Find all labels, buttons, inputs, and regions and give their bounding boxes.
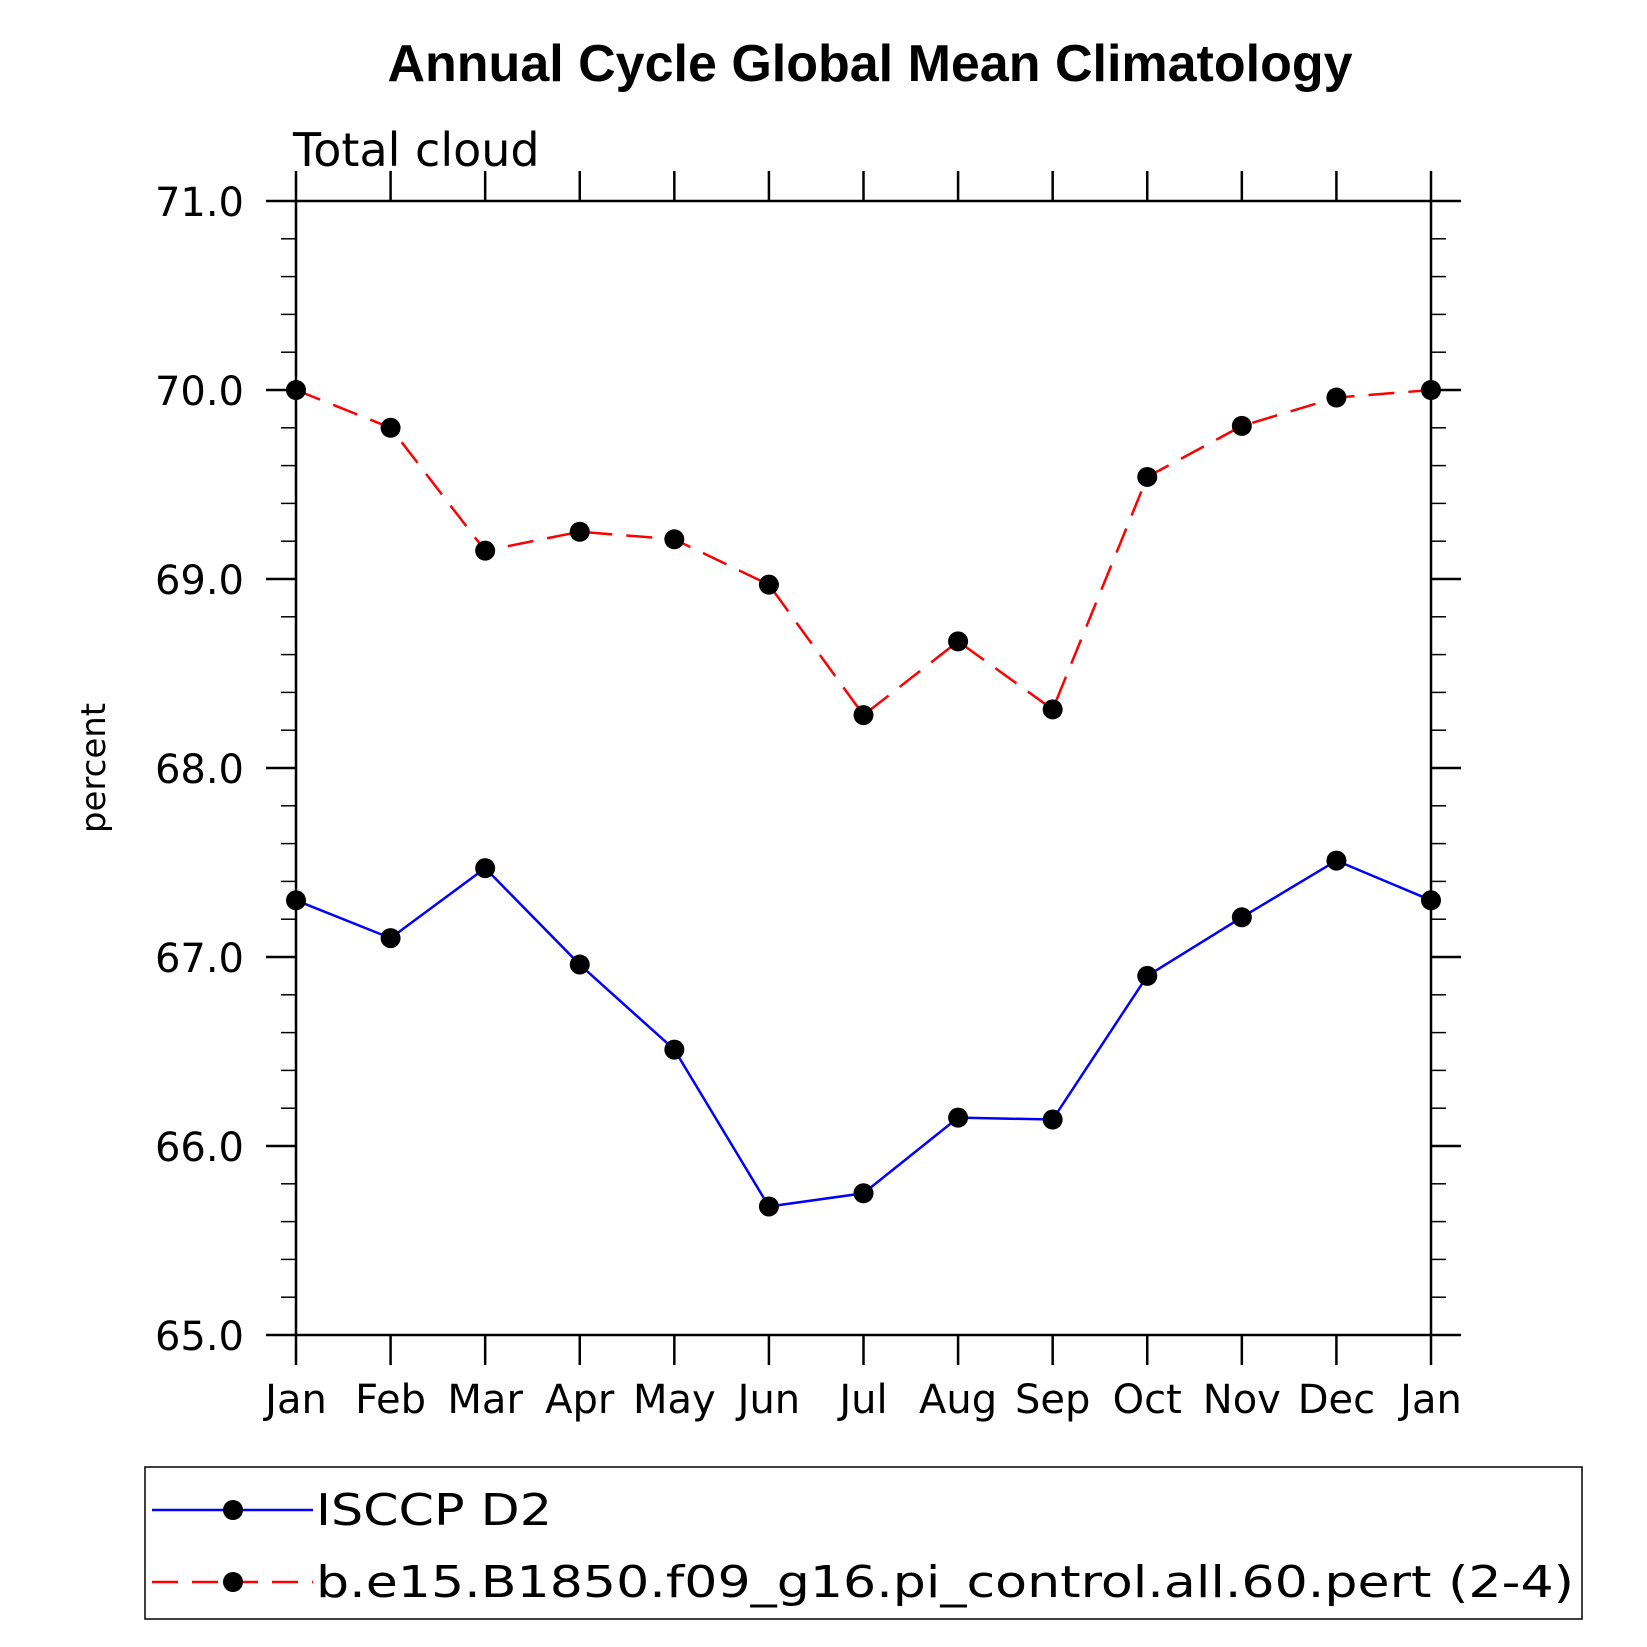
data-point — [664, 1039, 685, 1060]
data-point — [1137, 466, 1158, 487]
x-tick-label: May — [633, 1377, 716, 1423]
data-point — [948, 631, 969, 652]
x-tick-label: Aug — [919, 1377, 997, 1423]
data-point — [1042, 1109, 1063, 1130]
data-point — [1326, 850, 1347, 871]
x-tick-label: Feb — [355, 1377, 426, 1423]
x-tick-label: Mar — [447, 1377, 523, 1423]
y-tick-label: 66.0 — [155, 1125, 244, 1171]
series-line — [295, 859, 1432, 1208]
legend-label: ISCCP D2 — [316, 1485, 552, 1536]
chart-subtitle: Total cloud — [292, 123, 540, 177]
y-tick-label: 68.0 — [155, 747, 244, 793]
data-point — [380, 928, 401, 949]
plot-series — [286, 380, 1441, 1217]
y-tick-label: 67.0 — [155, 936, 244, 982]
x-tick-label: Apr — [545, 1377, 615, 1423]
x-tick-label: Jan — [1397, 1377, 1462, 1423]
data-point — [1042, 699, 1063, 720]
legend-label: b.e15.B1850.f09_g16.pi_control.all.60.pe… — [316, 1557, 1574, 1608]
x-tick-label: Jan — [262, 1377, 327, 1423]
x-tick-label: Oct — [1113, 1377, 1182, 1423]
legend: ISCCP D2 b.e15.B1850.f09_g16.pi_control.a… — [144, 1466, 1583, 1620]
data-point — [948, 1107, 969, 1128]
x-tick-label: Sep — [1015, 1377, 1090, 1423]
data-point — [758, 1196, 779, 1217]
x-tick-label: Jun — [735, 1377, 801, 1423]
legend-entries: ISCCP D2 b.e15.B1850.f09_g16.pi_control.a… — [152, 1485, 1574, 1608]
data-point — [569, 954, 590, 975]
data-point — [664, 529, 685, 550]
data-point — [475, 540, 496, 561]
x-tick-label: Dec — [1298, 1377, 1375, 1423]
legend-box — [144, 1466, 1583, 1620]
data-point — [569, 521, 590, 542]
data-point — [475, 858, 496, 879]
legend-marker — [223, 1572, 243, 1592]
legend-marker — [223, 1500, 243, 1520]
y-axis-label: percent — [74, 703, 114, 833]
data-point — [758, 574, 779, 595]
y-tick-label: 70.0 — [155, 369, 244, 415]
x-tick-label: Jul — [836, 1377, 887, 1423]
x-tick-label: Nov — [1203, 1377, 1281, 1423]
y-tick-label: 69.0 — [155, 558, 244, 604]
data-point — [853, 705, 874, 726]
series-line — [295, 388, 1432, 717]
data-point — [1137, 965, 1158, 986]
y-tick-label: 71.0 — [155, 180, 244, 226]
data-point — [1231, 415, 1252, 436]
data-point — [380, 417, 401, 438]
plot-frame — [294, 199, 1433, 1337]
chart-title: Annual Cycle Global Mean Climatology — [387, 35, 1352, 93]
data-point — [853, 1183, 874, 1204]
data-point — [1326, 387, 1347, 408]
data-point — [1231, 907, 1252, 928]
y-tick-label: 65.0 — [155, 1314, 244, 1360]
axis-ticks: Jan Feb Mar Apr May Jun Jul Aug Sep Oct Nov Dec Jan 6… — [155, 171, 1462, 1423]
